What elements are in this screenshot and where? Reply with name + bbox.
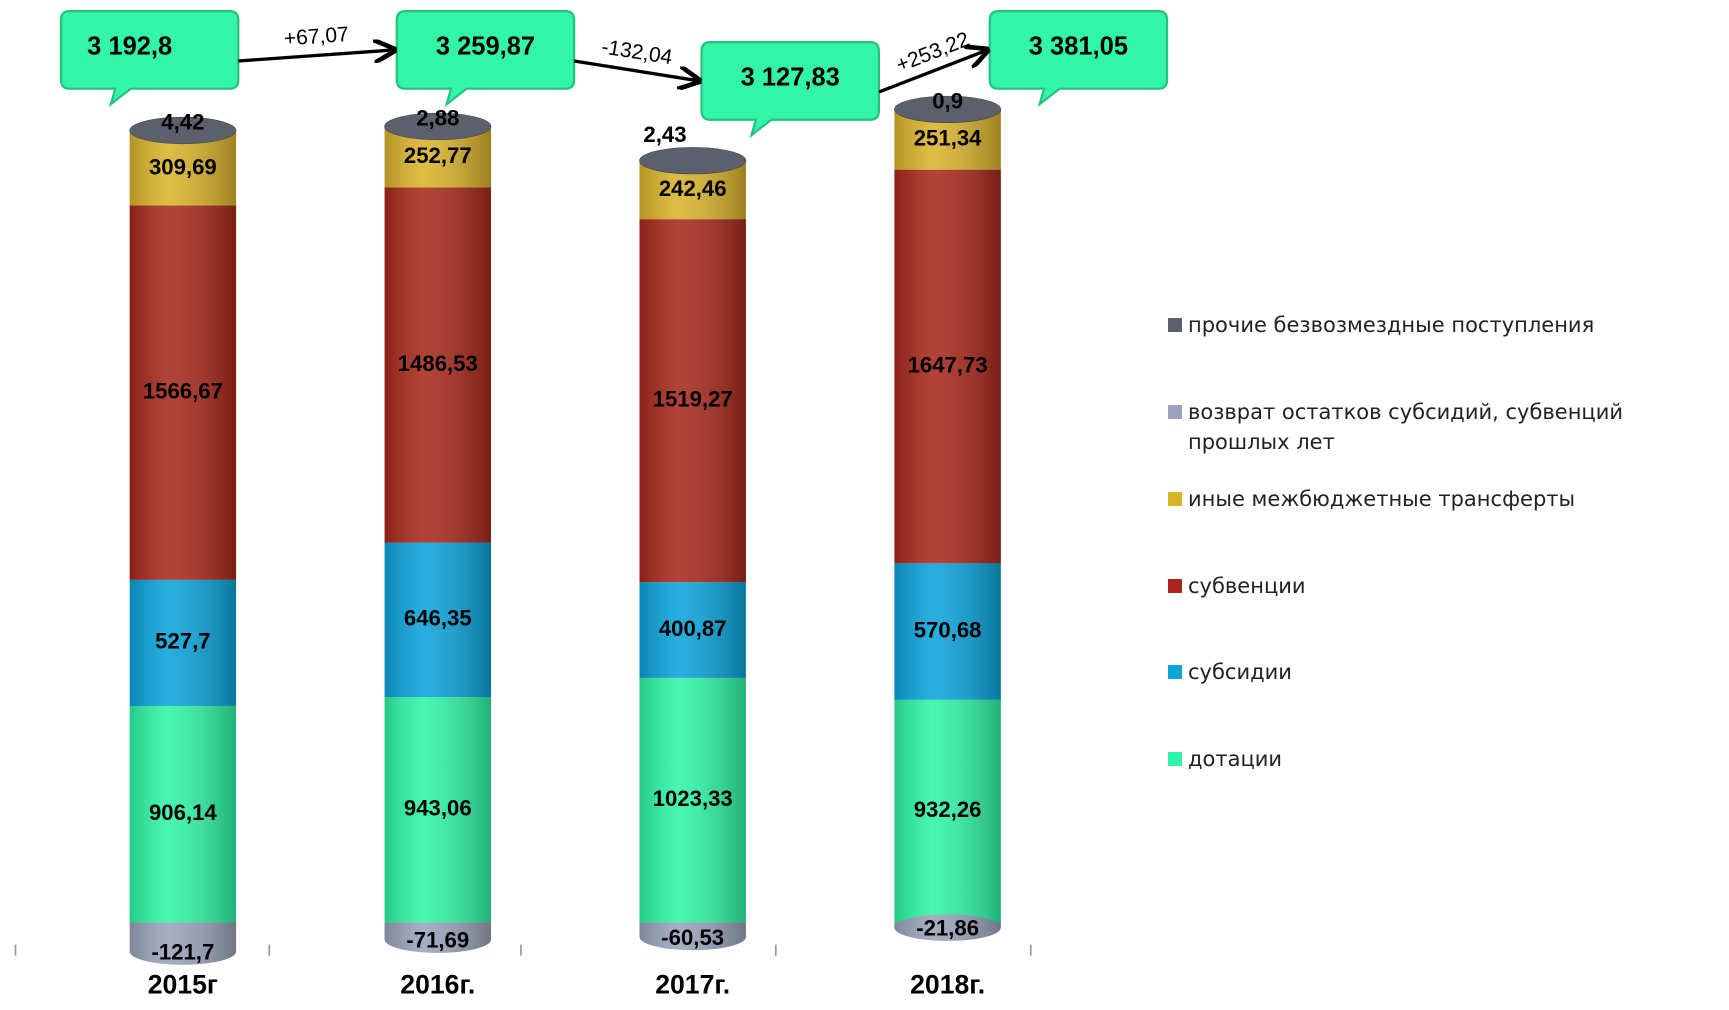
change-arrow xyxy=(238,50,394,61)
data-label: 1486,53 xyxy=(398,351,478,376)
legend-item: прочие безвозмездные поступления xyxy=(1168,310,1668,340)
cylinder-top xyxy=(384,112,492,141)
data-label: 309,69 xyxy=(149,154,217,179)
x-tick-label: 2016г. xyxy=(400,970,475,1000)
change-label: -132,04 xyxy=(600,35,674,69)
legend-label: возврат остатков субсидий, субвенций про… xyxy=(1188,400,1624,454)
cylinder-bottom-shade xyxy=(639,923,746,951)
total-label: 3 381,05 xyxy=(1029,32,1128,60)
data-label: 242,46 xyxy=(659,176,727,201)
data-label: 932,26 xyxy=(914,797,982,822)
data-label: 570,68 xyxy=(914,617,982,642)
data-label: -121,7 xyxy=(151,940,214,965)
change-arrow xyxy=(573,59,699,81)
cylinder-shade xyxy=(384,126,491,940)
legend-swatch xyxy=(1168,579,1182,593)
legend-label: субвенции xyxy=(1188,574,1306,598)
cylinder-top xyxy=(894,95,1002,123)
legend-label: иные межбюджетные трансферты xyxy=(1188,487,1576,511)
legend-swatch xyxy=(1168,492,1182,506)
legend-item: субвенции xyxy=(1168,571,1668,601)
data-label: 1023,33 xyxy=(653,786,733,811)
cylinder-bottom-shade xyxy=(129,938,237,965)
data-label: 1566,67 xyxy=(143,379,223,404)
data-label: 252,77 xyxy=(404,143,472,168)
data-label: 2,88 xyxy=(416,106,459,131)
total-callout xyxy=(988,9,1169,108)
legend-swatch xyxy=(1168,665,1182,679)
total-label: 3 127,83 xyxy=(741,63,840,91)
cylinder-bottom-shade xyxy=(894,914,1001,941)
data-label: 0,9 xyxy=(932,89,963,114)
cylinder-bottom-shade xyxy=(384,926,491,953)
legend-swatch xyxy=(1168,405,1182,419)
total-callout xyxy=(59,9,240,108)
total-label: 3 259,87 xyxy=(436,32,535,60)
cylinder-shade xyxy=(894,109,1001,928)
data-label: 1647,73 xyxy=(908,352,988,377)
change-label: +67,07 xyxy=(283,23,349,51)
cylinder-top xyxy=(129,116,237,145)
data-label: 906,14 xyxy=(149,800,217,825)
legend-swatch xyxy=(1168,752,1182,766)
data-label: -21,86 xyxy=(916,916,979,941)
data-label: 646,35 xyxy=(404,606,472,631)
data-label: -71,69 xyxy=(406,928,469,953)
change-arrow xyxy=(878,50,988,94)
cylinder-shade xyxy=(129,130,237,952)
data-label: -60,53 xyxy=(661,925,724,950)
x-tick-label: 2017г. xyxy=(655,970,730,1000)
legend-item: иные межбюджетные трансферты xyxy=(1168,484,1668,514)
legend-item: дотации xyxy=(1168,744,1668,774)
legend: прочие безвозмездные поступления возврат … xyxy=(1168,0,1728,1010)
x-tick-label: 2018г. xyxy=(910,970,985,1000)
legend-label: субсидии xyxy=(1188,660,1292,684)
legend-item: субсидии xyxy=(1168,657,1668,687)
data-label: 527,7 xyxy=(155,629,210,654)
data-label: 1519,27 xyxy=(653,387,733,412)
data-label: 2,43 xyxy=(643,122,686,147)
cylinder-top xyxy=(639,147,747,175)
data-label: 251,34 xyxy=(914,125,982,150)
data-label: 4,42 xyxy=(161,110,204,135)
legend-label: прочие безвозмездные поступления xyxy=(1188,313,1595,337)
legend-item: возврат остатков субсидий, субвенций про… xyxy=(1168,397,1668,457)
total-label: 3 192,8 xyxy=(87,32,172,60)
data-label: 943,06 xyxy=(404,796,472,821)
x-tick-label: 2015г xyxy=(148,970,218,1000)
total-callout xyxy=(395,9,576,108)
total-callout xyxy=(700,41,881,139)
cylinder-shade xyxy=(639,160,746,937)
data-label: 400,87 xyxy=(659,616,727,641)
legend-swatch xyxy=(1168,318,1182,332)
legend-label: дотации xyxy=(1188,747,1283,771)
